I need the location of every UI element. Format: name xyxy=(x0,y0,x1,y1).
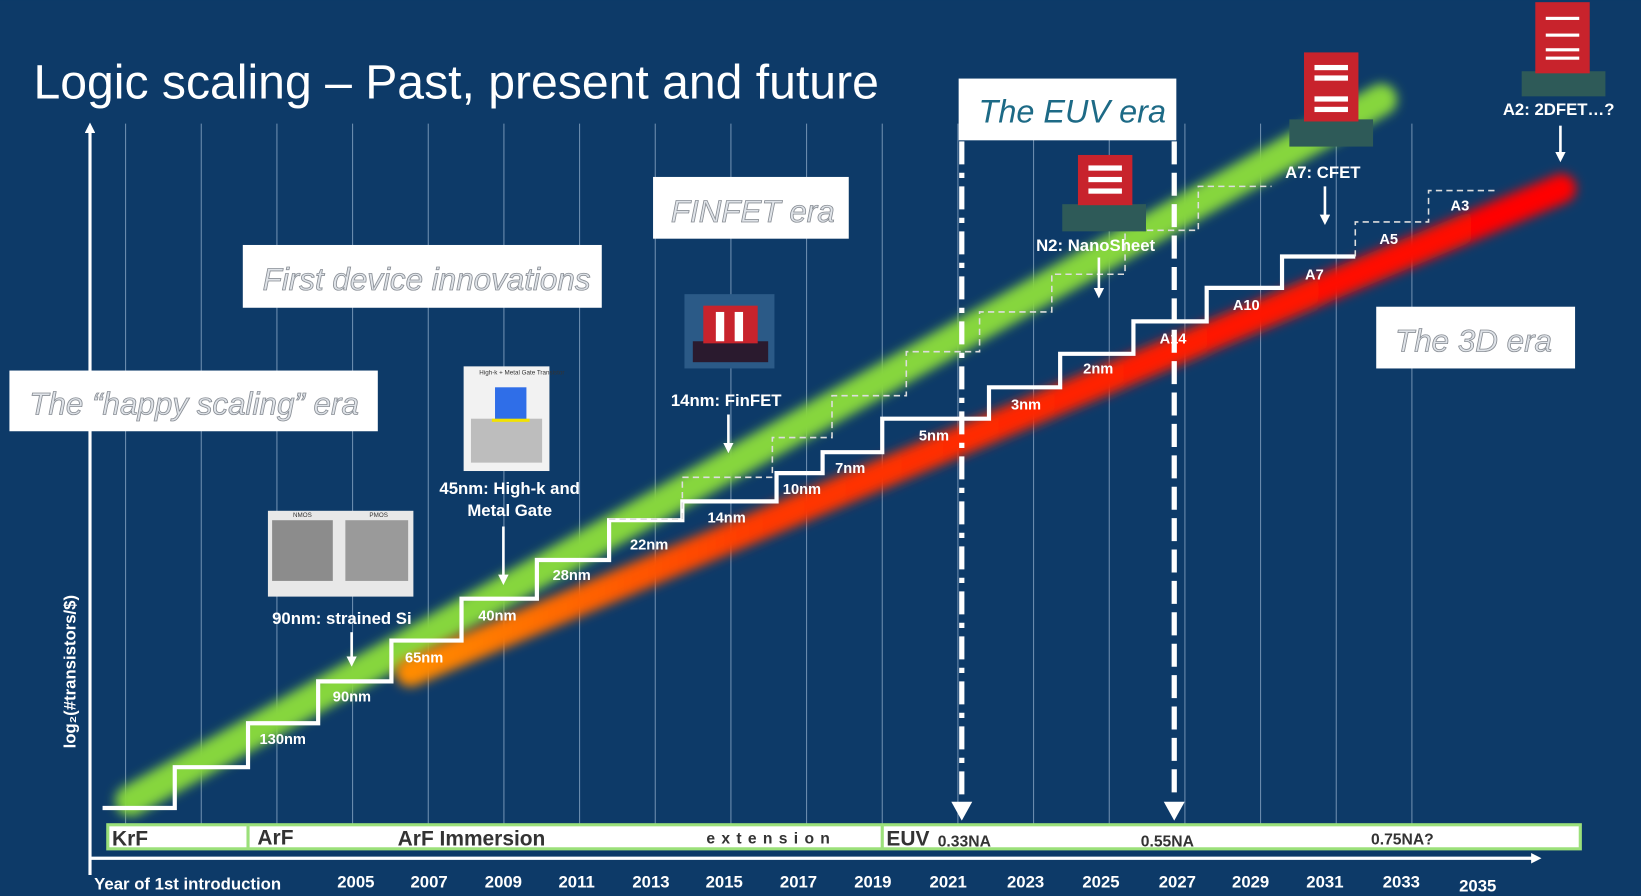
inset-gate xyxy=(495,387,527,421)
inset-text: PMOS xyxy=(369,512,387,519)
node-label: 22nm xyxy=(630,538,668,554)
node-label: 90nm xyxy=(333,689,371,705)
litho-label: 0.33NA xyxy=(938,834,991,851)
node-label: 65nm xyxy=(405,651,443,667)
inset-dielectric xyxy=(491,418,530,422)
year-label: 2025 xyxy=(1082,873,1119,892)
innovation-label: N2: NanoSheet xyxy=(1036,236,1155,255)
era-box xyxy=(1376,306,1576,369)
era-label: The EUV era xyxy=(979,94,1167,130)
future-staircase xyxy=(1354,189,1499,257)
year-label: 2015 xyxy=(706,873,743,892)
era-box xyxy=(9,370,378,432)
litho-label: ArF xyxy=(257,827,293,850)
year-label: 2007 xyxy=(410,873,447,892)
era-box xyxy=(653,176,849,239)
litho-bar xyxy=(106,823,1582,851)
year-label: 2005 xyxy=(337,873,374,892)
year-label: 2031 xyxy=(1306,873,1343,892)
litho-label: extension xyxy=(706,831,836,848)
year-label: 2011 xyxy=(558,873,594,892)
node-label: 7nm xyxy=(835,461,865,477)
euv-arrow xyxy=(951,801,973,821)
inset-substrate xyxy=(470,418,543,463)
year-label: 2013 xyxy=(632,873,669,892)
icon-nanosheet xyxy=(1062,154,1146,232)
title: Logic scaling – Past, present and future xyxy=(33,55,878,109)
year-label: 2023 xyxy=(1007,873,1044,892)
red-trend xyxy=(395,173,1577,687)
era-label: The “happy scaling” era xyxy=(29,387,359,422)
innovation-label: 90nm: strained Si xyxy=(272,609,412,628)
node-label: 10nm xyxy=(783,482,821,498)
euv-arrow xyxy=(1163,801,1185,821)
innovation-label: 45nm: High-k and Metal Gate xyxy=(439,480,580,521)
era-label: First device innovations xyxy=(263,262,591,297)
x-axis-label: Year of 1st introduction xyxy=(94,875,281,894)
node-label: 3nm xyxy=(1011,397,1041,413)
year-label: 2035 xyxy=(1459,877,1496,896)
icon-2dfet xyxy=(1521,2,1606,97)
litho-label: KrF xyxy=(112,828,148,851)
y-axis-label: log₂(#transistors/$) xyxy=(60,595,79,748)
inset-tem xyxy=(345,520,409,581)
litho-label: 0.75NA? xyxy=(1371,832,1434,849)
year-label: 2009 xyxy=(485,873,522,892)
node-staircase xyxy=(102,254,1356,811)
era-box xyxy=(242,244,602,308)
litho-label: ArF Immersion xyxy=(398,828,546,851)
node-label: 14nm xyxy=(707,510,745,526)
inset-text: NMOS xyxy=(293,512,312,519)
node-label: 5nm xyxy=(919,429,949,445)
years: 2005 2007 2009 2011 2013 2015 2017 2019 2021 2023… xyxy=(337,873,1496,896)
year-label: 2027 xyxy=(1159,873,1196,892)
node-label: 130nm xyxy=(260,732,306,748)
era-label: FINFET era xyxy=(671,194,835,229)
innovation-box: 45nm: High-k and Metal Gate xyxy=(439,480,580,521)
inset-fin xyxy=(734,311,744,342)
node-label: A5 xyxy=(1379,232,1398,248)
litho-label: 0.55NA xyxy=(1141,834,1194,851)
innovation-label: 14nm: FinFET xyxy=(671,391,782,410)
node-label: A3 xyxy=(1451,198,1470,214)
inset-fin xyxy=(715,311,725,342)
year-label: 2017 xyxy=(780,873,817,892)
era-label: The 3D era xyxy=(1395,324,1552,359)
icon-cfet xyxy=(1289,52,1374,147)
node-label: A7 xyxy=(1305,268,1324,284)
inset-finfet-base xyxy=(692,341,769,363)
node-label: A10 xyxy=(1233,298,1260,314)
inset-tem xyxy=(272,520,333,581)
innovation-label: A2: 2DFET…? xyxy=(1503,100,1615,119)
year-label: 2029 xyxy=(1232,873,1269,892)
innovation-label: A7: CFET xyxy=(1285,163,1361,182)
node-label: 28nm xyxy=(553,568,591,584)
year-label: 2033 xyxy=(1383,873,1420,892)
year-label: 2021 xyxy=(930,873,967,892)
inset-text: High-k + Metal Gate Transistor xyxy=(479,370,564,377)
litho-label: EUV xyxy=(886,828,929,851)
node-labels: 130nm 90nm 65nm 40nm 28nm 22nm 14nm 10nm 7nm 5nm 3… xyxy=(260,198,1470,748)
node-label: A14 xyxy=(1160,331,1188,347)
node-label: 2nm xyxy=(1083,362,1113,378)
year-label: 2019 xyxy=(854,873,891,892)
era-box xyxy=(958,78,1177,141)
node-label: 40nm xyxy=(478,609,516,625)
inset-finfet-gate xyxy=(703,305,758,344)
